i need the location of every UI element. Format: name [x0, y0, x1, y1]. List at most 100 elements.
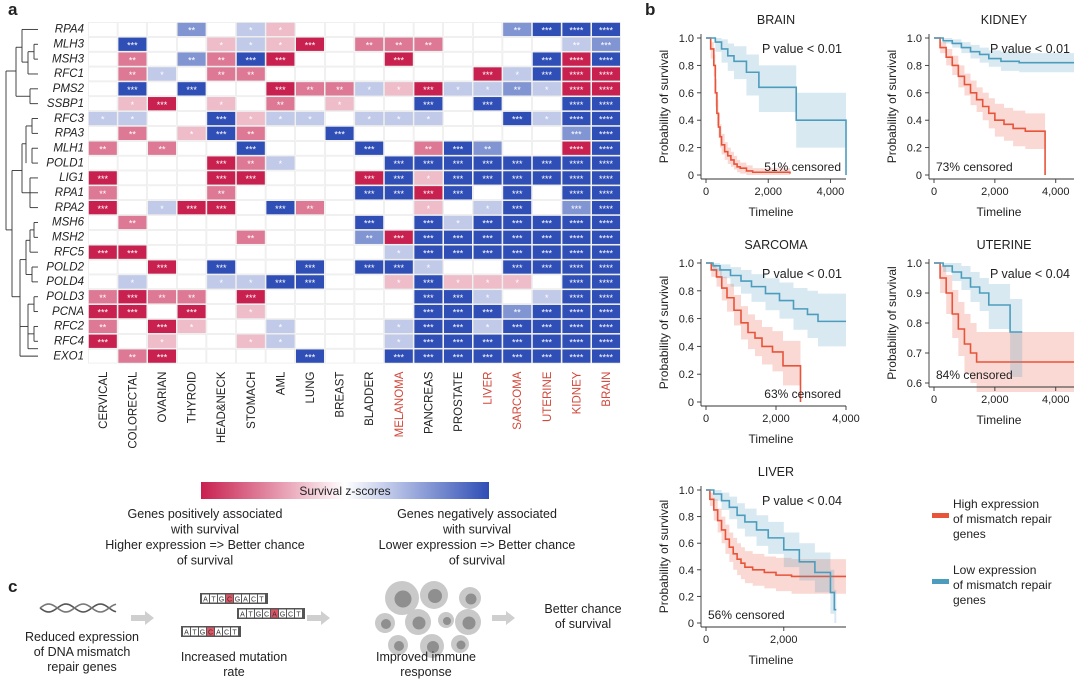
heatmap-cell	[177, 215, 207, 230]
step-reduced-expression: repair genes	[47, 660, 117, 674]
survival-line-high	[706, 262, 802, 402]
significance-star: ***	[542, 352, 553, 362]
cell-nucleus	[456, 640, 466, 650]
cell-nucleus	[427, 641, 439, 653]
y-tick-label: 0.4	[907, 115, 922, 127]
heatmap-cell	[591, 289, 621, 304]
x-tick-label: 0	[703, 186, 709, 198]
significance-star: ***	[423, 159, 434, 169]
heatmap-cell	[206, 215, 236, 230]
y-tick-label: 1.0	[679, 258, 694, 270]
significance-star: ***	[98, 308, 109, 318]
heatmap-cell	[324, 185, 355, 201]
x-tick-label: 0	[703, 413, 709, 425]
heatmap-cell	[502, 319, 532, 334]
heatmap-cell	[147, 274, 177, 290]
x-axis-label: Timeline	[749, 653, 794, 667]
heatmap-cell	[354, 200, 384, 215]
significance-star: **	[188, 26, 196, 36]
y-tick-label: 0	[688, 397, 694, 409]
significance-star: ****	[569, 308, 584, 318]
heatmap-cell	[532, 274, 562, 290]
heatmap-cell	[561, 304, 591, 319]
heatmap-cell	[147, 348, 177, 364]
heatmap-cell	[236, 126, 266, 141]
heatmap-cell	[295, 81, 325, 97]
heatmap-cell	[295, 334, 325, 349]
heatmap-cell	[147, 141, 177, 156]
significance-star: *	[515, 278, 519, 288]
significance-star: *	[160, 337, 164, 347]
panel-label-c: c	[8, 577, 18, 596]
heatmap-cell	[472, 334, 503, 349]
significance-star: ****	[569, 85, 584, 95]
significance-star: *	[279, 159, 283, 169]
heatmap-cell	[147, 215, 177, 230]
heatmap-cell	[177, 155, 207, 171]
significance-star: ***	[127, 85, 138, 95]
heatmap-cell	[177, 259, 207, 275]
significance-star: *	[427, 263, 431, 273]
heatmap-cell	[502, 185, 532, 201]
heatmap-cell	[295, 244, 325, 260]
heatmap-cell	[502, 274, 532, 290]
significance-star: *	[279, 40, 283, 50]
heatmap-cell	[591, 81, 621, 97]
heatmap-cell	[502, 37, 532, 52]
heatmap-cell	[265, 155, 296, 171]
positive-association-note: Genes positively associated	[128, 507, 283, 521]
heatmap-cell	[236, 96, 266, 111]
heatmap-cell	[591, 348, 621, 364]
heatmap-cell	[117, 200, 147, 215]
base-box	[258, 594, 265, 603]
heatmap-cell	[206, 200, 236, 215]
heatmap-cell	[384, 244, 414, 260]
heatmap-cell	[117, 22, 147, 37]
heatmap-cell	[502, 215, 532, 230]
immune-cell-icon	[438, 612, 454, 628]
heatmap-cell	[561, 51, 591, 67]
heatmap-cell	[206, 51, 236, 67]
flow-arrow-icon	[131, 611, 154, 625]
heatmap-cell	[206, 170, 236, 186]
heatmap-cell	[472, 96, 503, 111]
significance-star: *	[367, 115, 371, 125]
y-axis-label: Probability of survival	[657, 500, 671, 613]
heatmap-cell	[443, 22, 473, 37]
significance-star: ***	[542, 219, 553, 229]
significance-star: ***	[601, 40, 612, 50]
significance-star: **	[99, 293, 107, 303]
heatmap-cell	[265, 215, 296, 230]
gene-label-pold2: POLD2	[46, 261, 84, 273]
x-tick-label: 4,000	[1042, 186, 1070, 198]
gene-label-pold3: POLD3	[46, 291, 84, 303]
significance-star: ***	[542, 323, 553, 333]
confidence-band-low	[934, 38, 1074, 73]
significance-star: ***	[216, 204, 227, 214]
heatmap-cell	[561, 185, 591, 201]
significance-star: *	[427, 174, 431, 184]
heatmap-cell	[295, 96, 325, 111]
heatmap-cell	[117, 126, 147, 141]
censored-label: 84% censored	[936, 368, 1013, 382]
cancer-label-sarcoma: SARCOMA	[512, 371, 524, 429]
heatmap-cell	[561, 141, 591, 156]
p-value-label: P value < 0.04	[990, 267, 1070, 281]
cancer-label-lung: LUNG	[305, 371, 317, 403]
base-box	[226, 594, 233, 603]
significance-star: *	[219, 278, 223, 288]
significance-star: ***	[275, 204, 286, 214]
significance-star: ***	[542, 337, 553, 347]
heatmap-cell	[354, 141, 384, 156]
y-tick-label: 0.6	[907, 378, 922, 390]
significance-star: ***	[246, 174, 257, 184]
heatmap-cell	[206, 244, 236, 260]
panel-label-b: b	[645, 0, 656, 19]
gene-label-pms2: PMS2	[53, 83, 85, 95]
significance-star: ****	[569, 26, 584, 36]
significance-star: *	[486, 85, 490, 95]
heatmap-cell	[236, 348, 266, 364]
heatmap-cell	[472, 259, 503, 275]
colorbar-bar	[201, 482, 489, 499]
